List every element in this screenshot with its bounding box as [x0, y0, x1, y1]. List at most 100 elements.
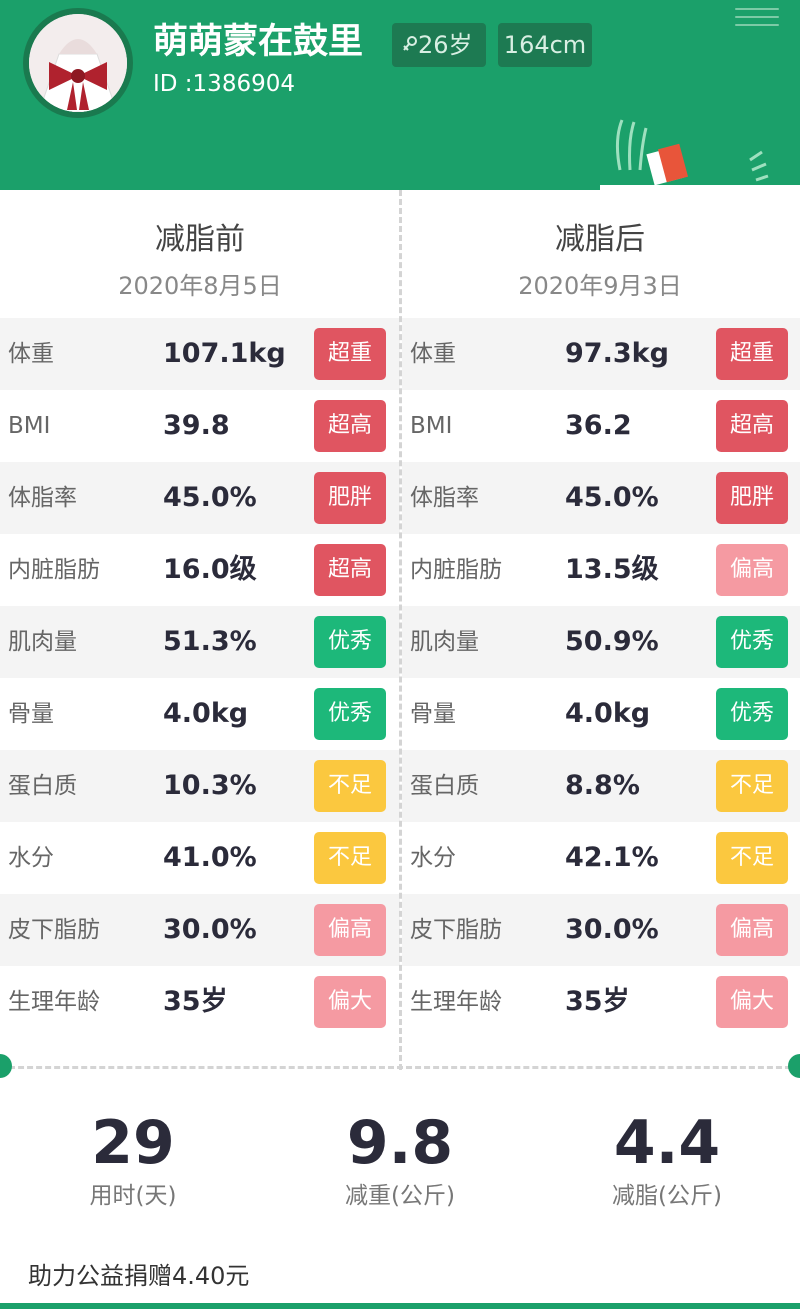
- metric-row: 内脏脂肪 16.0级 超高: [0, 534, 400, 606]
- metric-row: 皮下脂肪 30.0% 偏高: [402, 894, 800, 966]
- after-date: 2020年9月3日: [518, 272, 682, 300]
- before-metrics-list: 体重 107.1kg 超重 BMI 39.8 超高 体脂率 45.0% 肥胖 内脏脂肪 16.…: [0, 318, 400, 1038]
- metric-value: 51.3%: [163, 626, 257, 657]
- metric-row: 水分 42.1% 不足: [402, 822, 800, 894]
- metric-label: BMI: [8, 413, 51, 439]
- stat-fat-lost: 4.4 减脂(公斤): [534, 1105, 800, 1211]
- status-badge: 不足: [314, 832, 386, 884]
- donation-text[interactable]: 助力公益捐赠4.40元: [28, 1262, 250, 1290]
- metric-label: 皮下脂肪: [8, 917, 100, 943]
- divider-dot-left: [0, 1054, 12, 1078]
- gender-icon: [402, 23, 418, 67]
- metric-value: 36.2: [565, 410, 632, 441]
- menu-icon[interactable]: [735, 8, 779, 32]
- status-badge: 不足: [314, 760, 386, 812]
- metric-row: 体重 97.3kg 超重: [402, 318, 800, 390]
- status-badge: 偏大: [716, 976, 788, 1028]
- stat-value: 4.4: [613, 1108, 721, 1178]
- status-badge: 偏高: [716, 544, 788, 596]
- status-badge: 超高: [314, 400, 386, 452]
- column-divider: [399, 190, 402, 1070]
- metric-value: 41.0%: [163, 842, 257, 873]
- metric-label: 内脏脂肪: [8, 557, 100, 583]
- metric-row: 体重 107.1kg 超重: [0, 318, 400, 390]
- metric-value: 50.9%: [565, 626, 659, 657]
- height-chip: 164cm: [498, 23, 592, 67]
- metric-row: 骨量 4.0kg 优秀: [0, 678, 400, 750]
- metric-value: 42.1%: [565, 842, 659, 873]
- metric-label: 体重: [8, 341, 54, 367]
- metric-row: 骨量 4.0kg 优秀: [402, 678, 800, 750]
- status-badge: 超高: [716, 400, 788, 452]
- status-badge: 偏高: [314, 904, 386, 956]
- status-badge: 肥胖: [716, 472, 788, 524]
- metric-value: 30.0%: [565, 914, 659, 945]
- metric-label: 皮下脂肪: [410, 917, 502, 943]
- metric-row: 生理年龄 35岁 偏大: [402, 966, 800, 1038]
- metric-label: 体脂率: [410, 485, 479, 511]
- stat-days: 29 用时(天): [0, 1105, 266, 1211]
- stat-label: 减脂(公斤): [612, 1183, 722, 1209]
- metric-row: 体脂率 45.0% 肥胖: [0, 462, 400, 534]
- metric-label: 骨量: [8, 701, 54, 727]
- stat-weight-lost: 9.8 减重(公斤): [267, 1105, 533, 1211]
- after-title: 减脂后: [555, 222, 645, 257]
- avatar-image: [29, 14, 127, 112]
- decoration-illustration: [600, 110, 800, 190]
- status-badge: 肥胖: [314, 472, 386, 524]
- metric-row: 肌肉量 51.3% 优秀: [0, 606, 400, 678]
- status-badge: 优秀: [314, 616, 386, 668]
- metric-label: BMI: [410, 413, 453, 439]
- metric-value: 4.0kg: [163, 698, 249, 729]
- username: 萌萌蒙在鼓里: [153, 22, 364, 62]
- metric-row: 皮下脂肪 30.0% 偏高: [0, 894, 400, 966]
- metric-row: BMI 36.2 超高: [402, 390, 800, 462]
- status-badge: 优秀: [716, 616, 788, 668]
- age-chip: 26岁: [392, 23, 486, 67]
- metric-row: 蛋白质 10.3% 不足: [0, 750, 400, 822]
- metric-label: 蛋白质: [410, 773, 479, 799]
- metric-row: 内脏脂肪 13.5级 偏高: [402, 534, 800, 606]
- metric-value: 107.1kg: [163, 338, 286, 369]
- metric-value: 45.0%: [565, 482, 659, 513]
- metric-row: 体脂率 45.0% 肥胖: [402, 462, 800, 534]
- stat-label: 用时(天): [89, 1183, 177, 1209]
- status-badge: 优秀: [314, 688, 386, 740]
- metric-label: 体重: [410, 341, 456, 367]
- metric-row: 水分 41.0% 不足: [0, 822, 400, 894]
- metric-label: 水分: [410, 845, 456, 871]
- metric-value: 13.5级: [565, 554, 659, 585]
- user-id: ID :1386904: [153, 71, 295, 97]
- metric-label: 内脏脂肪: [410, 557, 502, 583]
- metric-value: 97.3kg: [565, 338, 669, 369]
- before-title: 减脂前: [155, 222, 245, 257]
- before-date: 2020年8月5日: [118, 272, 282, 300]
- metric-value: 35岁: [163, 986, 228, 1017]
- metric-label: 肌肉量: [8, 629, 77, 655]
- divider-dot-right: [788, 1054, 800, 1078]
- stat-value: 9.8: [346, 1108, 454, 1178]
- avatar[interactable]: [23, 8, 133, 118]
- metric-value: 39.8: [163, 410, 230, 441]
- metric-value: 10.3%: [163, 770, 257, 801]
- metric-label: 肌肉量: [410, 629, 479, 655]
- metric-label: 水分: [8, 845, 54, 871]
- stat-label: 减重(公斤): [345, 1183, 455, 1209]
- status-badge: 超重: [716, 328, 788, 380]
- metric-value: 30.0%: [163, 914, 257, 945]
- metric-label: 骨量: [410, 701, 456, 727]
- metric-label: 生理年龄: [8, 989, 100, 1015]
- profile-header: 萌萌蒙在鼓里 26岁 164cm ID :1386904: [0, 0, 800, 190]
- after-metrics-list: 体重 97.3kg 超重 BMI 36.2 超高 体脂率 45.0% 肥胖 内脏脂肪 13.5…: [402, 318, 800, 1038]
- metric-value: 45.0%: [163, 482, 257, 513]
- stat-value: 29: [91, 1108, 175, 1178]
- status-badge: 超重: [314, 328, 386, 380]
- metric-label: 生理年龄: [410, 989, 502, 1015]
- section-divider: [0, 1066, 800, 1069]
- metric-value: 4.0kg: [565, 698, 651, 729]
- metric-row: 生理年龄 35岁 偏大: [0, 966, 400, 1038]
- metric-label: 体脂率: [8, 485, 77, 511]
- bottom-bar: [0, 1303, 800, 1309]
- age-value: 26岁: [418, 31, 473, 59]
- status-badge: 超高: [314, 544, 386, 596]
